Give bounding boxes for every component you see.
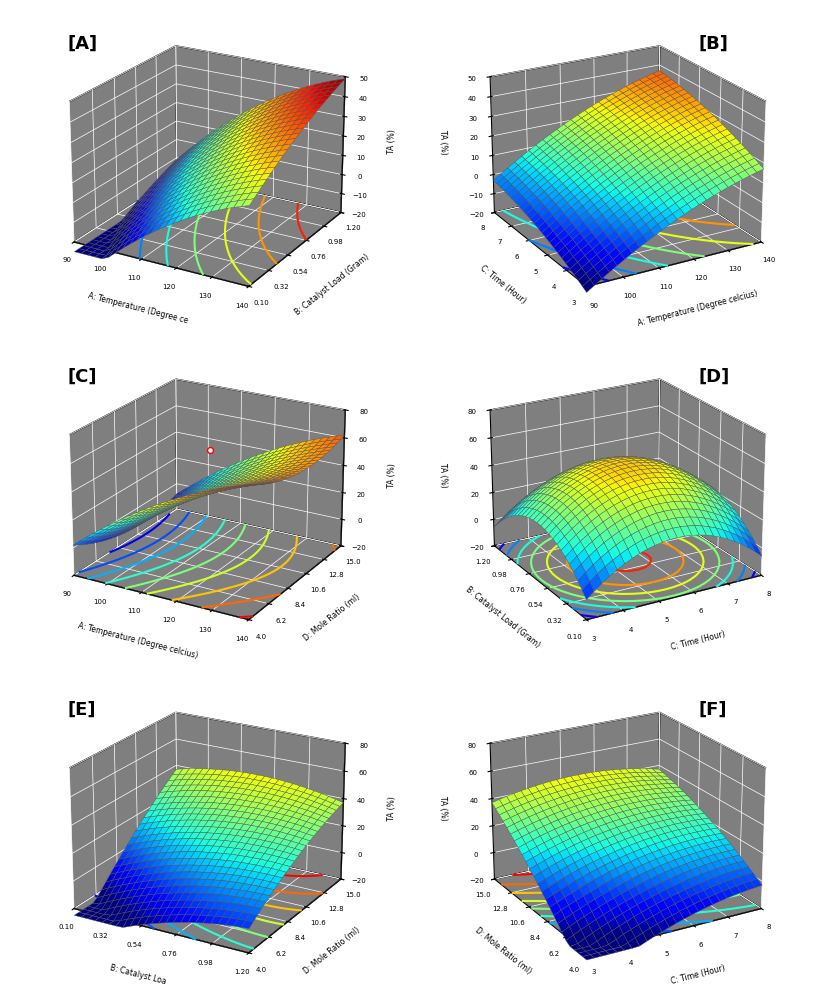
Text: [B]: [B] <box>698 35 728 53</box>
Y-axis label: B: Catalyst Load (Gram): B: Catalyst Load (Gram) <box>294 251 370 316</box>
Y-axis label: C: Time (Hour): C: Time (Hour) <box>479 263 528 305</box>
Text: [A]: [A] <box>67 35 98 53</box>
Text: [E]: [E] <box>67 701 96 719</box>
X-axis label: A: Temperature (Degree celcius): A: Temperature (Degree celcius) <box>77 621 198 660</box>
X-axis label: C: Time (Hour): C: Time (Hour) <box>670 629 726 652</box>
Text: [F]: [F] <box>698 701 727 719</box>
X-axis label: C: Time (Hour): C: Time (Hour) <box>670 962 726 985</box>
Y-axis label: D: Mole Ratio (ml): D: Mole Ratio (ml) <box>473 924 533 975</box>
X-axis label: B: Catalyst Loa: B: Catalyst Loa <box>108 962 166 985</box>
X-axis label: A: Temperature (Degree celcius): A: Temperature (Degree celcius) <box>637 288 758 327</box>
Y-axis label: D: Mole Ratio (ml): D: Mole Ratio (ml) <box>303 592 362 642</box>
Y-axis label: B: Catalyst Load (Gram): B: Catalyst Load (Gram) <box>465 584 542 649</box>
Text: [D]: [D] <box>698 368 729 386</box>
Y-axis label: D: Mole Ratio (ml): D: Mole Ratio (ml) <box>303 924 362 975</box>
X-axis label: A: Temperature (Degree ce: A: Temperature (Degree ce <box>87 290 189 325</box>
Text: [C]: [C] <box>67 368 97 386</box>
